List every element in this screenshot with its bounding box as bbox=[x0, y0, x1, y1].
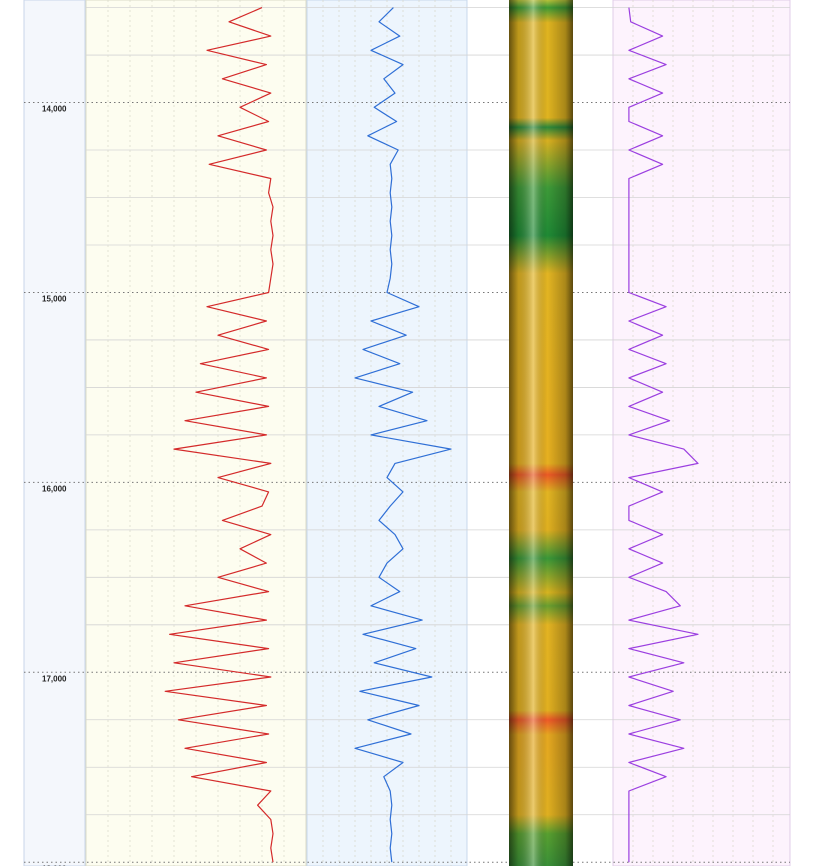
depth-label: 15,000 bbox=[42, 295, 67, 304]
log-curve bbox=[628, 7, 699, 863]
grid bbox=[24, 0, 790, 866]
depth-label: 17,000 bbox=[42, 674, 67, 683]
depth-track bbox=[23, 0, 86, 866]
image-shading bbox=[509, 0, 573, 866]
depth-label: 18,000 bbox=[42, 864, 67, 866]
log-curve bbox=[354, 7, 452, 863]
depth-labels: 14,000 15,000 16,000 17,000 18,000 bbox=[42, 105, 67, 866]
track-4 bbox=[612, 0, 791, 866]
depth-label: 14,000 bbox=[42, 105, 67, 114]
log-curve bbox=[164, 7, 274, 863]
depth-label: 16,000 bbox=[42, 484, 67, 493]
curves bbox=[164, 7, 699, 863]
